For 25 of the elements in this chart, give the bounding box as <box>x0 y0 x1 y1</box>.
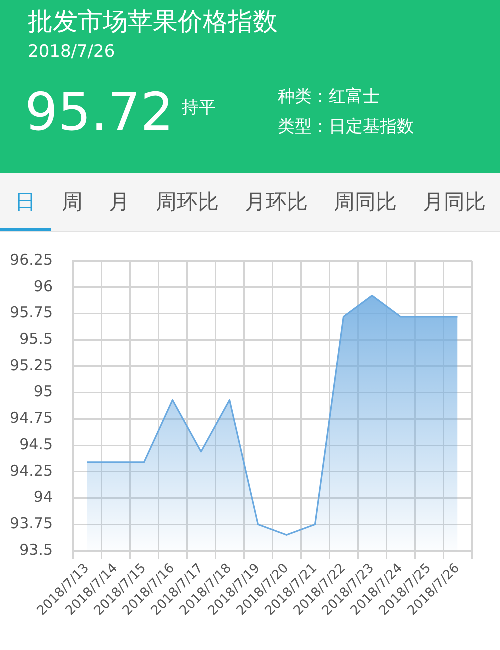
y-tick-label: 95 <box>34 382 53 401</box>
y-tick-label: 96 <box>34 277 53 296</box>
y-tick-label: 94.5 <box>20 435 53 454</box>
text: 周环比 <box>156 189 219 216</box>
text: 月环比 <box>245 189 308 216</box>
text: 持平 <box>182 97 216 120</box>
text: 95.72 <box>25 82 174 144</box>
text: 种类：红富士 <box>278 86 380 109</box>
text: 周 <box>62 189 83 216</box>
text: 月同比 <box>423 189 486 216</box>
y-tick-label: 95.25 <box>10 356 53 374</box>
y-tick-label: 93.75 <box>10 514 53 533</box>
y-tick-label: 93.5 <box>20 540 53 559</box>
chart-title: 批发市场苹果价格指数 <box>28 6 278 38</box>
text: 月 <box>109 189 130 216</box>
y-tick-label: 95.5 <box>20 330 53 348</box>
y-tick-label: 94 <box>34 488 53 506</box>
y-tick-label: 94.25 <box>10 462 53 480</box>
text: 周同比 <box>334 189 397 216</box>
y-tick-label: 94.75 <box>10 409 53 428</box>
text: 日 <box>15 189 36 216</box>
y-tick-label: 96.25 <box>10 250 53 269</box>
chart-subtitle: 2018/7/26 <box>28 41 116 64</box>
text: 类型：日定基指数 <box>278 116 414 139</box>
y-tick-label: 95.75 <box>10 304 53 322</box>
